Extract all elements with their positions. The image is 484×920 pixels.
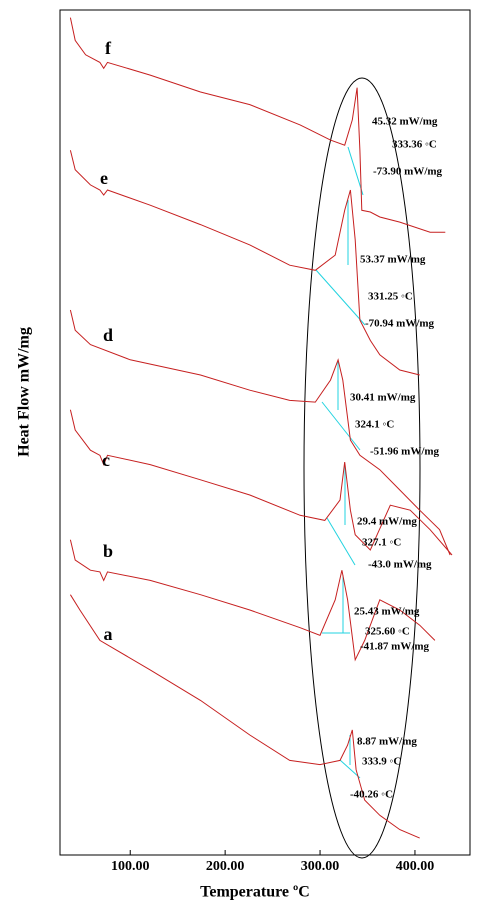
series-line (69, 309, 451, 556)
tangent (326, 517, 356, 566)
series-label: e (100, 168, 108, 188)
x-tick-label: 200.00 (206, 859, 245, 874)
annotation: -43.0 mW/mg (368, 559, 432, 571)
x-tick-label: 400.00 (396, 859, 435, 874)
series-line (69, 594, 420, 839)
highlight-ellipse (303, 77, 421, 859)
annotation: 8.87 mW/mg (357, 736, 417, 748)
tangent (321, 401, 361, 451)
series-label: d (103, 325, 113, 345)
annotation: 324.1 ◦C (355, 419, 394, 431)
annotation: -51.96 mW/mg (370, 446, 440, 458)
x-tick-label: 300.00 (301, 859, 340, 874)
series-label: b (103, 541, 113, 561)
annotation: 327.1 ◦C (362, 537, 401, 549)
series-label: c (102, 450, 110, 470)
annotation: 331.25 ◦C (368, 291, 413, 303)
annotation: -40.26 ◦C (350, 789, 393, 801)
x-axis-label: Temperature ºC (200, 884, 310, 901)
series-line (69, 150, 420, 376)
tangent (339, 759, 361, 779)
annotation: 29.4 mW/mg (357, 516, 417, 528)
plot-frame (59, 9, 471, 856)
annotation: 25.43 mW/mg (354, 606, 420, 618)
tangent (315, 269, 366, 326)
series-label: a (104, 624, 113, 644)
annotation: 30.41 mW/mg (350, 392, 416, 404)
annotation: 325.60 ◦C (365, 626, 410, 638)
annotation: -73.90 mW/mg (373, 166, 443, 178)
annotation: -70.94 mW/mg (365, 318, 435, 330)
series-label: f (105, 38, 112, 58)
annotation: 333.36 ◦C (392, 139, 437, 151)
y-axis-label: Heat Flow mW/mg (16, 327, 33, 457)
annotation: 45.32 mW/mg (372, 116, 438, 128)
series-line (69, 17, 446, 233)
annotation: -41.87 mW/mg (360, 641, 430, 653)
x-tick-label: 100.00 (111, 859, 150, 874)
tangent-lines (315, 146, 366, 779)
series-line (69, 539, 436, 662)
annotation: 333.9 ◦C (362, 756, 401, 768)
series-line (69, 409, 453, 556)
tangent (347, 146, 364, 196)
annotation: 53.37 mW/mg (360, 254, 426, 266)
